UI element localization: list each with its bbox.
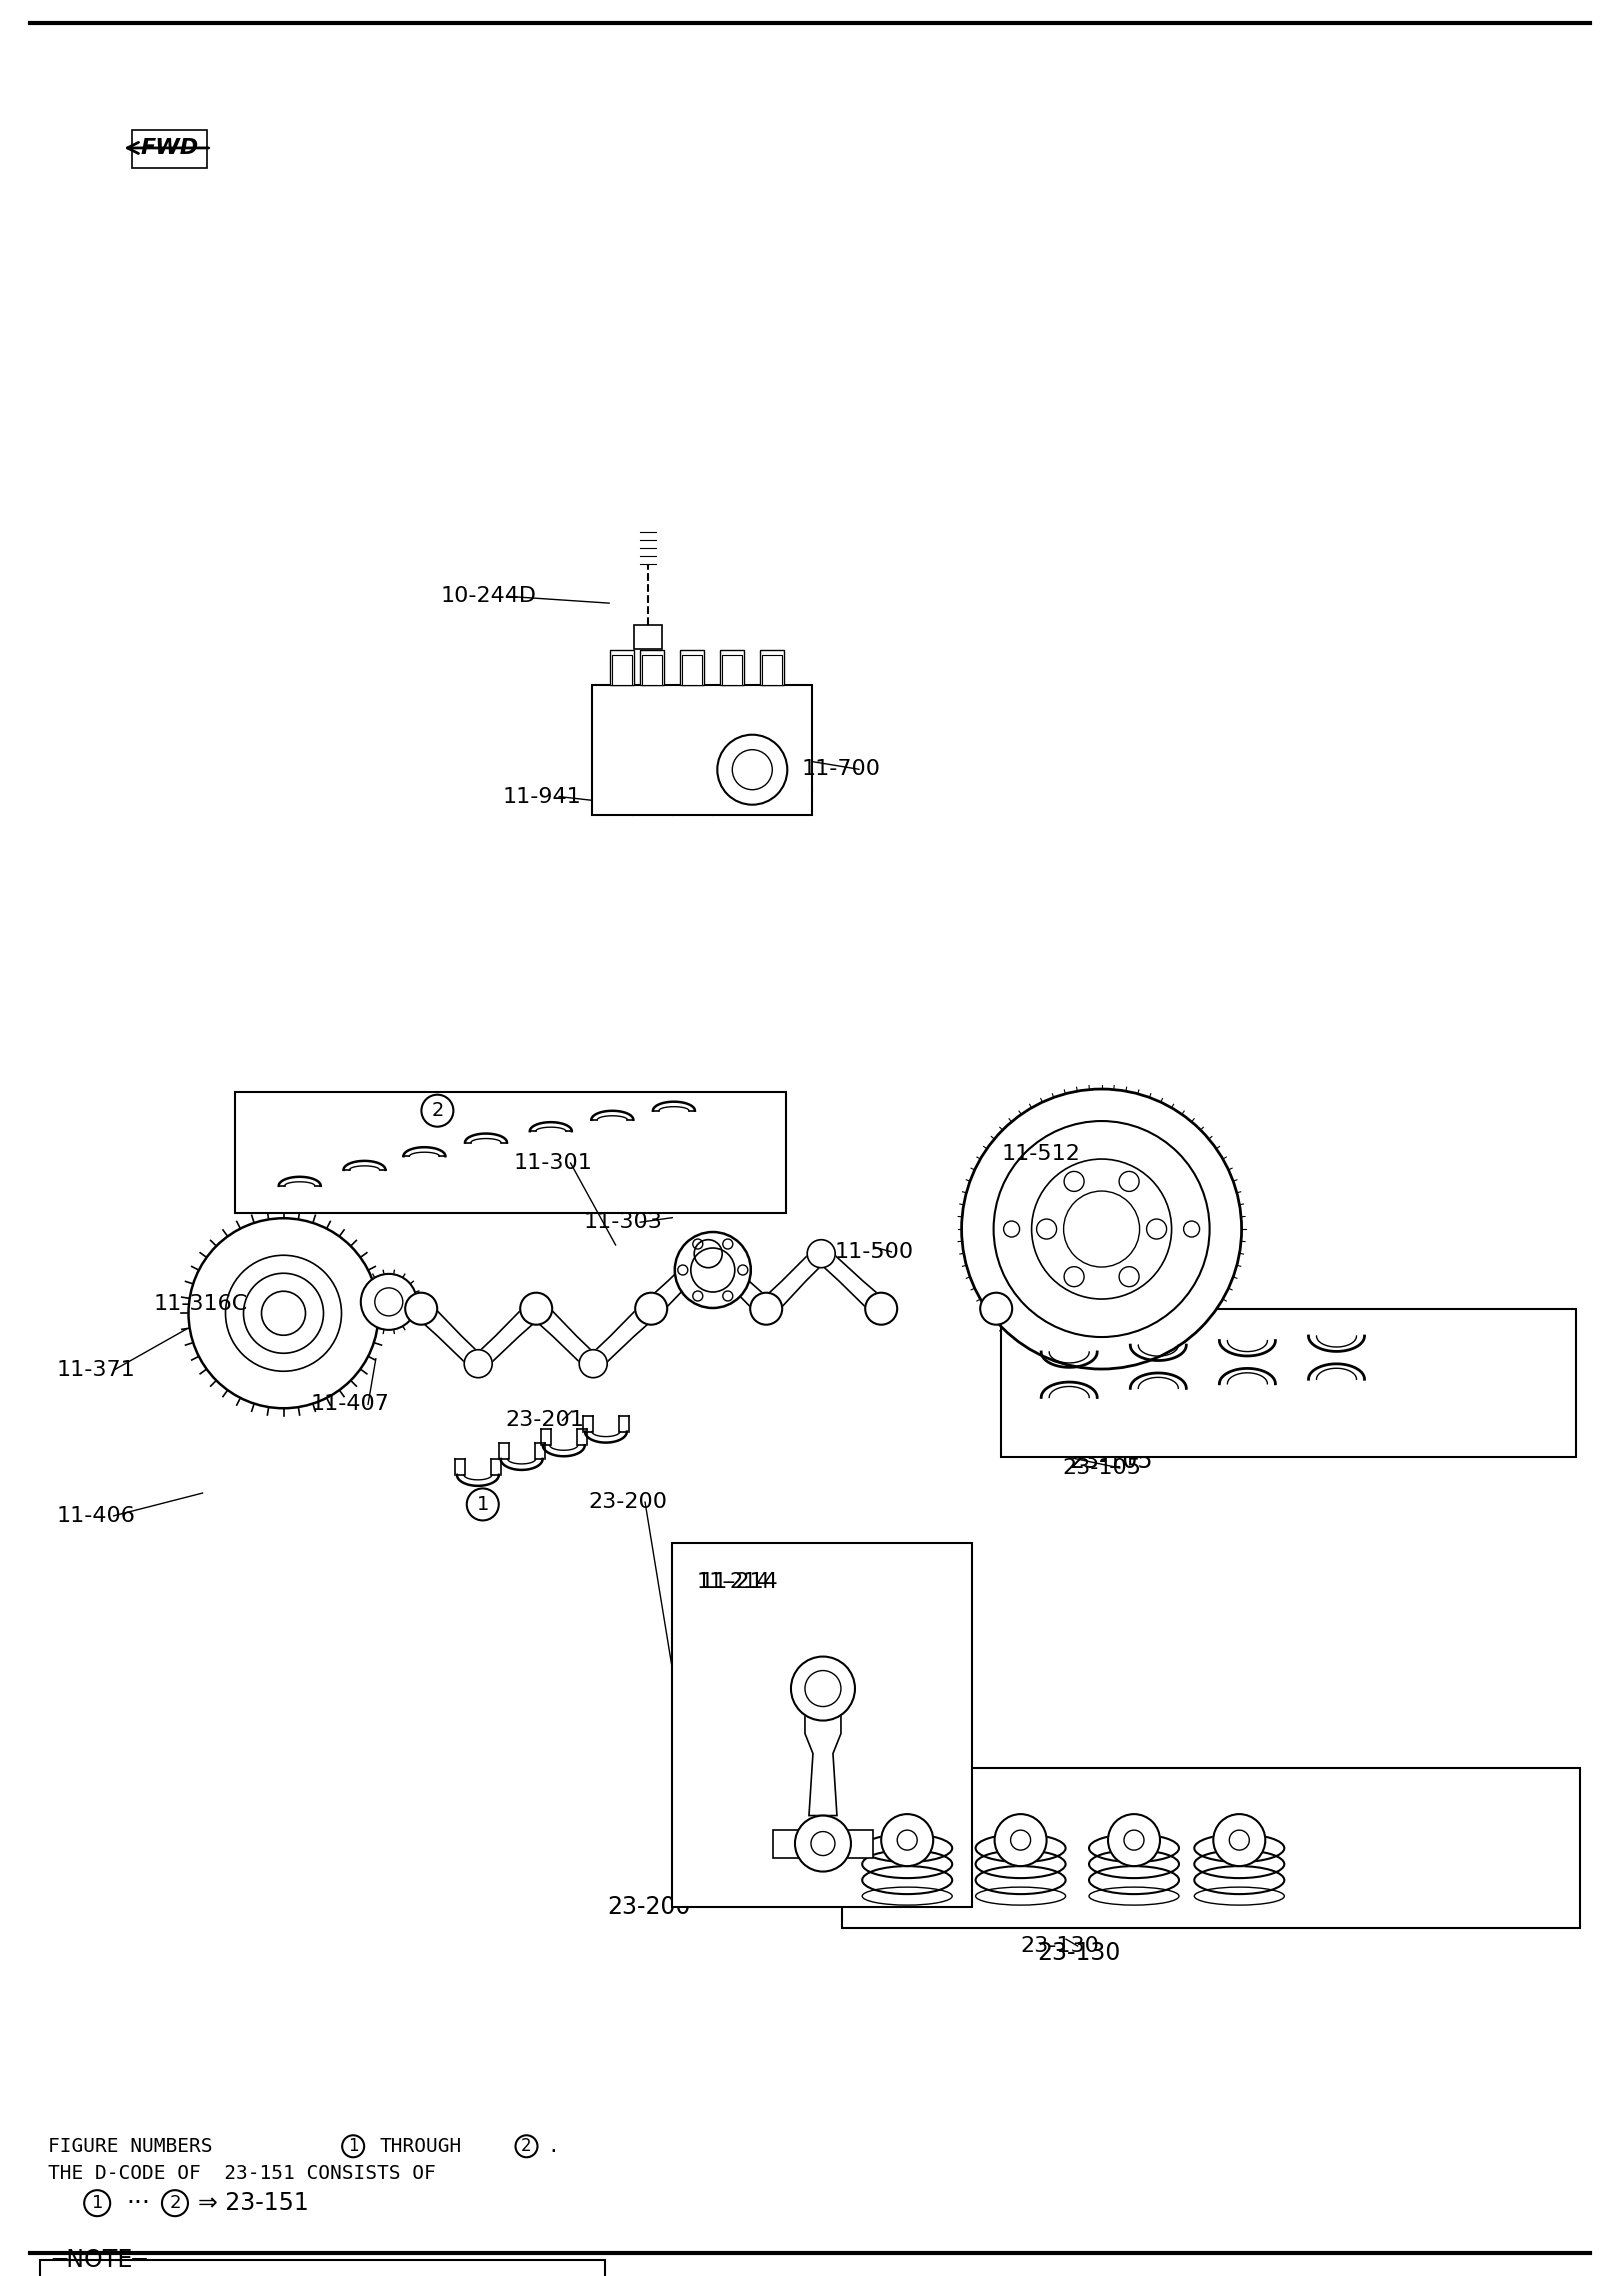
Bar <box>763 655 782 685</box>
Bar <box>642 655 663 685</box>
Polygon shape <box>467 1309 551 1363</box>
Circle shape <box>467 1489 499 1520</box>
Text: FWD: FWD <box>141 139 199 157</box>
Text: 11-214: 11-214 <box>700 1573 779 1591</box>
Bar <box>611 649 635 685</box>
Circle shape <box>695 1240 723 1268</box>
Text: 11-700: 11-700 <box>802 760 881 778</box>
Bar <box>131 130 206 168</box>
Polygon shape <box>407 1309 491 1363</box>
Text: 2: 2 <box>522 2137 531 2155</box>
Circle shape <box>580 1350 608 1377</box>
Bar <box>680 649 705 685</box>
Text: 10-244D: 10-244D <box>441 587 536 605</box>
Circle shape <box>405 1293 437 1325</box>
Text: 1: 1 <box>91 2194 104 2212</box>
Circle shape <box>515 2135 538 2158</box>
Text: 11-371: 11-371 <box>57 1361 136 1379</box>
Text: 11-303: 11-303 <box>583 1213 663 1231</box>
Circle shape <box>980 1293 1012 1325</box>
Circle shape <box>962 1088 1241 1370</box>
Circle shape <box>465 1350 492 1377</box>
Text: 11-941: 11-941 <box>502 787 582 806</box>
Polygon shape <box>637 1254 721 1309</box>
Polygon shape <box>697 1254 781 1309</box>
Text: 11-301: 11-301 <box>514 1154 593 1172</box>
Bar <box>723 655 742 685</box>
Polygon shape <box>752 1254 833 1309</box>
Text: THROUGH: THROUGH <box>379 2137 462 2155</box>
Circle shape <box>635 1293 667 1325</box>
Text: 23-200: 23-200 <box>588 1493 667 1511</box>
Bar <box>1001 1309 1576 1457</box>
Circle shape <box>1108 1814 1160 1866</box>
Bar <box>760 649 784 685</box>
Polygon shape <box>582 1309 666 1363</box>
Text: THE D-CODE OF  23-151 CONSISTS OF: THE D-CODE OF 23-151 CONSISTS OF <box>49 2164 436 2183</box>
Bar <box>593 685 812 815</box>
Text: 11-500: 11-500 <box>834 1243 914 1261</box>
Text: 1: 1 <box>348 2137 358 2155</box>
Text: 2: 2 <box>431 1102 444 1120</box>
Text: ···: ··· <box>126 2192 151 2215</box>
Text: 11-512: 11-512 <box>1001 1145 1081 1163</box>
Circle shape <box>865 1293 897 1325</box>
Text: 23-201: 23-201 <box>505 1411 585 1429</box>
Circle shape <box>342 2135 364 2158</box>
Text: 23-200: 23-200 <box>608 1896 692 1919</box>
Circle shape <box>795 1816 850 1871</box>
Text: 2: 2 <box>168 2194 181 2212</box>
FancyArrowPatch shape <box>128 143 209 152</box>
Text: 23-130: 23-130 <box>1037 1941 1119 1964</box>
Bar <box>773 1830 873 1857</box>
Circle shape <box>361 1275 416 1329</box>
Circle shape <box>750 1293 782 1325</box>
Circle shape <box>791 1657 855 1721</box>
Bar <box>633 626 663 649</box>
Bar <box>40 2260 604 2276</box>
Circle shape <box>188 1218 379 1409</box>
Bar <box>721 649 744 685</box>
Circle shape <box>676 1231 750 1309</box>
Text: ⇒ 23-151: ⇒ 23-151 <box>198 2192 308 2215</box>
Text: 23-130: 23-130 <box>1021 1937 1100 1955</box>
Circle shape <box>881 1814 933 1866</box>
Circle shape <box>84 2190 110 2217</box>
Polygon shape <box>805 1702 841 1816</box>
Circle shape <box>995 1814 1047 1866</box>
Text: 1: 1 <box>476 1495 489 1514</box>
Text: .: . <box>548 2137 559 2155</box>
Bar <box>612 655 632 685</box>
Bar <box>672 1543 972 1907</box>
Text: 23-105: 23-105 <box>1069 1450 1153 1473</box>
Text: 11-316C: 11-316C <box>154 1295 248 1313</box>
Circle shape <box>421 1095 454 1127</box>
Text: 11-407: 11-407 <box>311 1395 390 1413</box>
Polygon shape <box>522 1309 606 1363</box>
Bar <box>640 649 664 685</box>
Bar <box>235 1092 786 1213</box>
Circle shape <box>1213 1814 1265 1866</box>
Text: 23-105: 23-105 <box>1063 1459 1142 1477</box>
Text: ─NOTE─: ─NOTE─ <box>52 2249 147 2271</box>
Bar <box>842 1768 1580 1928</box>
Text: 11-406: 11-406 <box>57 1507 136 1525</box>
Circle shape <box>162 2190 188 2217</box>
Circle shape <box>520 1293 552 1325</box>
Text: 11-214: 11-214 <box>697 1573 771 1591</box>
Polygon shape <box>810 1254 896 1309</box>
Text: FIGURE NUMBERS: FIGURE NUMBERS <box>49 2137 212 2155</box>
Circle shape <box>807 1240 836 1268</box>
Bar <box>682 655 703 685</box>
